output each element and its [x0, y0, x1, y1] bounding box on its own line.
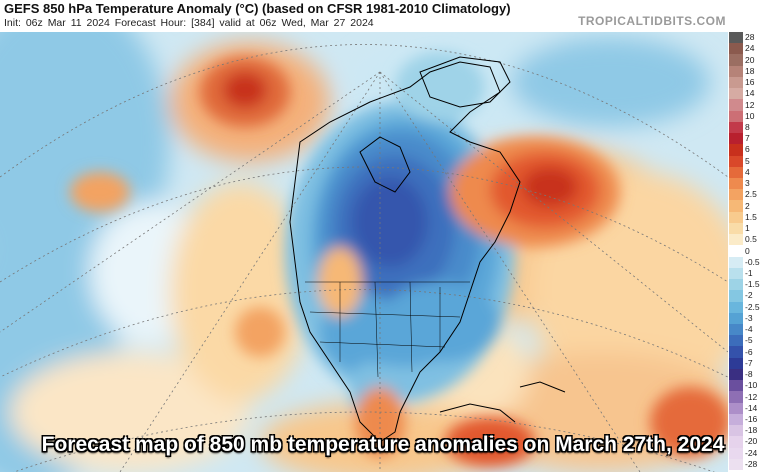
colorbar-swatch: [729, 211, 743, 224]
forecast-info: Init: 06z Mar 11 2024 Forecast Hour: [38…: [4, 17, 374, 29]
colorbar-swatch: [729, 155, 743, 168]
colorbar-label: -14: [745, 402, 758, 413]
colorbar-swatch: [729, 133, 743, 145]
colorbar-label: 24: [745, 43, 755, 54]
colorbar-label: 0: [745, 245, 750, 256]
colorbar-label: 8: [745, 121, 750, 132]
colorbar-label: -28: [745, 458, 758, 469]
colorbar-label: 10: [745, 110, 755, 121]
colorbar-swatch: [729, 222, 743, 235]
colorbar-swatch: [729, 200, 743, 213]
colorbar-swatch: [729, 76, 743, 89]
colorbar-swatch: [729, 425, 743, 437]
colorbar-swatch: [729, 43, 743, 55]
colorbar-swatch: [729, 324, 743, 336]
colorbar-label: 4: [745, 166, 750, 177]
anomaly-map: [0, 32, 728, 472]
colorbar-label: 1.5: [745, 211, 757, 222]
colorbar-label: -16: [745, 413, 758, 424]
colorbar-label: -24: [745, 447, 758, 458]
colorbar-swatch: [729, 436, 743, 449]
colorbar-swatch: [729, 346, 743, 359]
colorbar-swatch: [729, 256, 743, 269]
colorbar-swatch: [729, 335, 743, 347]
colorbar-swatch: [729, 121, 743, 134]
colorbar-label: 2: [745, 200, 750, 211]
colorbar-swatch: [729, 144, 743, 157]
map-header: GEFS 850 hPa Temperature Anomaly (°C) (b…: [0, 0, 766, 32]
colorbar-swatch: [729, 54, 743, 67]
colorbar-label: 16: [745, 77, 755, 88]
coastline-outlines: [289, 56, 566, 443]
colorbar-swatch: [729, 458, 743, 471]
colorbar-swatch: [729, 357, 743, 370]
colorbar-label: 0.5: [745, 234, 757, 245]
graticule-lines: [0, 44, 728, 472]
colorbar-label: 18: [745, 65, 755, 76]
brand-watermark: TROPICALTIDBITS.COM: [578, 14, 726, 28]
colorbar-swatch: [729, 413, 743, 426]
colorbar-swatch: [729, 189, 743, 201]
colorbar-swatch: [729, 88, 743, 100]
colorbar-label: 6: [745, 144, 750, 155]
colorbar-label: 28: [745, 32, 755, 43]
colorbar-label: 3: [745, 178, 750, 189]
colorbar-label: -20: [745, 436, 758, 447]
map-title: GEFS 850 hPa Temperature Anomaly (°C) (b…: [4, 1, 511, 16]
colorbar-swatch: [729, 312, 743, 325]
colorbar-label: -6: [745, 346, 753, 357]
colorbar-label: -3: [745, 312, 753, 323]
colorbar-label: -0.5: [745, 256, 760, 267]
colorbar-label: 14: [745, 88, 755, 99]
colorbar-swatch: [729, 267, 743, 280]
colorbar-swatch: [729, 99, 743, 112]
map-caption: Forecast map of 850 mb temperature anoma…: [41, 433, 725, 456]
colorbar-swatch: [729, 290, 743, 303]
colorbar-label: -1: [745, 267, 753, 278]
colorbar-label: -10: [745, 380, 758, 391]
colorbar-swatch: [729, 301, 743, 314]
colorbar-swatch: [729, 391, 743, 404]
colorbar-swatch: [729, 65, 743, 78]
colorbar-label: -8: [745, 369, 753, 380]
colorbar-label: -12: [745, 391, 758, 402]
colorbar-label: 12: [745, 99, 755, 110]
colorbar-label: -18: [745, 425, 758, 436]
colorbar-swatch: [729, 447, 743, 460]
colorbar-label: 5: [745, 155, 750, 166]
colorbar-swatch: [729, 234, 743, 246]
colorbar-label: 1: [745, 223, 750, 234]
colorbar-swatch: [729, 32, 743, 44]
colorbar-swatch: [729, 110, 743, 123]
colorbar-label: -5: [745, 335, 753, 346]
colorbar-label: -2: [745, 290, 753, 301]
colorbar-legend: 28 24 20 18 16 14 12 10 8 7 6 5 4 3 2.5 2 1.5 1 0.5 0 -0.5 -1…: [729, 32, 766, 471]
colorbar-swatch: [729, 402, 743, 415]
state-border-lines: [305, 281, 470, 378]
colorbar-swatch: [729, 245, 743, 258]
colorbar-label: -2.5: [745, 301, 760, 312]
colorbar-swatch: [729, 368, 743, 381]
colorbar-label: -1.5: [745, 279, 760, 290]
colorbar-label: -7: [745, 357, 753, 368]
colorbar-label: 7: [745, 133, 750, 144]
colorbar-swatch: [729, 279, 743, 291]
colorbar-swatch: [729, 178, 743, 190]
colorbar-label: 2.5: [745, 189, 757, 200]
colorbar-label: -4: [745, 324, 753, 335]
colorbar-label: 20: [745, 54, 755, 65]
colorbar-swatch: [729, 166, 743, 179]
colorbar-swatch: [729, 380, 743, 392]
